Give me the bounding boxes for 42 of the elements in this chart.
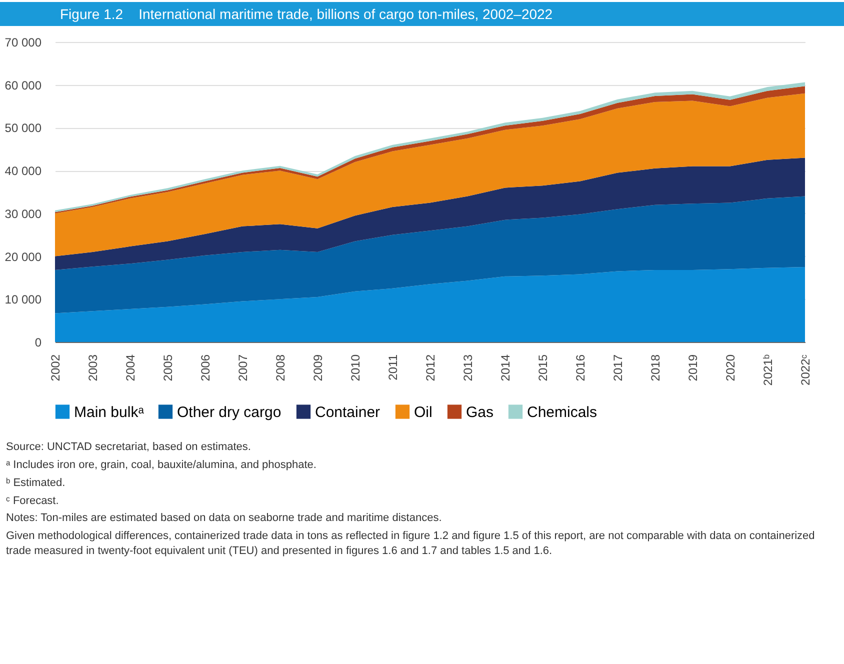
text: ᵃ Includes iron ore, grain, coal, bauxite/alumina, and phosphate. [6, 458, 318, 473]
x-tick-label: 2016 [574, 354, 588, 382]
y-tick-label: 40 000 [4, 164, 42, 178]
y-tick-label: 50 000 [4, 121, 42, 136]
text: ᶜ Forecast. [6, 494, 60, 508]
source-note: Source: UNCTAD secretariat, based on estimates. [6, 440, 252, 455]
x-tick-label: 2012 [424, 354, 438, 382]
x-tick-label: 2006 [198, 354, 212, 382]
y-tick-label: 60 000 [4, 78, 42, 92]
legend-label: Gas [466, 404, 494, 421]
x-tick-label: 2017 [611, 354, 625, 382]
text: Given methodological differences, containerized trade data in tons as reflected in figure 1.2 and figure 1.5 of this report, are not comparable with data on containerized trade measured in twenty-foot equivalent unit (TEU) and presented in figures 1.6 and 1.7 and tables 1.5 and 1.6. [6, 529, 816, 559]
text: ᵇ Estimated. [6, 476, 66, 491]
x-tick-label: 2004 [124, 354, 138, 382]
y-tick-label: 0 [34, 336, 42, 350]
x-tick-label: 2022ᶜ [798, 354, 812, 386]
legend-label: Main bulkᵃ [74, 404, 144, 421]
y-tick-label: 70 000 [4, 36, 42, 50]
y-tick-label: 20 000 [4, 250, 42, 264]
x-tick-label: 2002 [48, 354, 62, 382]
x-tick-label: 2020 [724, 354, 738, 382]
y-tick-label: 10 000 [4, 292, 42, 307]
legend-label: Oil [414, 404, 432, 421]
x-tick-label: 2021ᵇ [761, 354, 775, 386]
x-tick-label: 2019 [686, 354, 700, 382]
legend-label: Container [315, 404, 380, 421]
x-tick-label: 2013 [461, 354, 475, 382]
x-tick-label: 2007 [236, 354, 250, 382]
chart-title: Figure 1.2 International maritime trade, billions of cargo ton-miles, 2002–2022 [0, 2, 844, 26]
y-tick-label: 30 000 [4, 206, 42, 221]
x-tick-label: 2003 [86, 354, 100, 382]
text: Notes: Ton-miles are estimated based on data on seaborne trade and maritime distances. [6, 511, 443, 526]
x-tick-label: 2008 [274, 354, 288, 382]
x-tick-label: 2014 [498, 354, 512, 382]
x-tick-label: 2018 [648, 354, 662, 382]
x-tick-label: 2009 [311, 354, 325, 382]
legend-label: Chemicals [527, 404, 598, 421]
x-tick-label: 2011 [386, 354, 400, 380]
legend-label: Other dry cargo [177, 404, 282, 421]
x-tick-label: 2015 [536, 354, 550, 382]
x-tick-label: 2010 [348, 354, 362, 382]
x-tick-label: 2005 [161, 354, 175, 382]
